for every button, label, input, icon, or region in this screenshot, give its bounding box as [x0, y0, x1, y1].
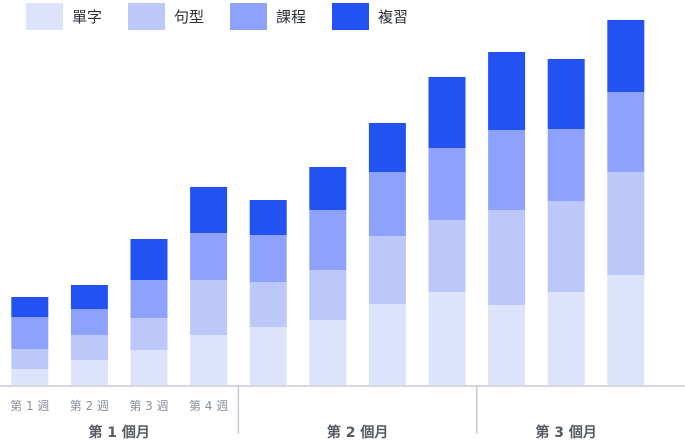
bar-segment — [249, 327, 287, 385]
bar-segment — [368, 123, 406, 172]
legend-swatch-lessons — [230, 2, 268, 30]
legend-label-sentence-patterns: 句型 — [174, 7, 205, 26]
legend-label-lessons: 課程 — [276, 7, 307, 26]
bar-segment — [368, 236, 406, 304]
bar-segment — [190, 335, 228, 385]
bar-segment — [70, 335, 108, 360]
bar-segment — [249, 235, 287, 282]
bar-segment — [368, 304, 406, 385]
bar-segment — [607, 20, 645, 92]
bar-segment — [547, 59, 585, 129]
bar-segment — [428, 148, 466, 220]
bar-segment — [249, 282, 287, 327]
legend-item-vocabulary[interactable]: 單字 — [26, 2, 103, 30]
bar-segment — [130, 350, 168, 385]
group-label: 第 2 個月 — [327, 424, 389, 441]
bar-segment — [190, 233, 228, 280]
bar-segment — [11, 369, 49, 385]
x-tick-label: 第 3 週 — [129, 399, 168, 413]
bar-segment — [547, 201, 585, 292]
group-label: 第 3 個月 — [535, 424, 597, 441]
bar-segment — [428, 220, 466, 292]
bar-segment — [130, 318, 168, 350]
bar-segment — [11, 297, 49, 317]
bar-segment — [547, 129, 585, 201]
bar-segment — [309, 210, 347, 270]
legend-swatch-vocabulary — [26, 2, 63, 30]
bar-segment — [428, 292, 466, 385]
bar-segment — [547, 292, 585, 385]
bar-segment — [70, 360, 108, 385]
bar-segment — [70, 309, 108, 335]
bar-segment — [309, 320, 347, 385]
x-tick-label: 第 2 週 — [70, 399, 109, 413]
bar-segment — [309, 167, 347, 210]
x-tick-label: 第 4 週 — [189, 399, 228, 413]
bar-segment — [607, 172, 645, 275]
bar-segment — [488, 52, 526, 130]
legend-item-lessons[interactable]: 課程 — [230, 2, 307, 30]
bar-segment — [11, 349, 49, 369]
legend-item-review[interactable]: 複習 — [332, 2, 409, 30]
bar-segment — [607, 92, 645, 172]
bar-segment — [488, 210, 526, 305]
bar-segment — [70, 285, 108, 309]
bar-segment — [130, 280, 168, 318]
bar-segment — [428, 77, 466, 148]
legend-swatch-sentence-patterns — [128, 2, 166, 30]
bar-segment — [190, 187, 228, 233]
bar-segment — [488, 130, 526, 210]
group-label: 第 1 個月 — [88, 424, 150, 441]
legend-label-vocabulary: 單字 — [72, 7, 103, 26]
bar-segment — [607, 275, 645, 385]
bar-segment — [249, 200, 287, 235]
legend: 單字 句型 課程 複習 — [26, 2, 434, 30]
bar-segment — [11, 317, 49, 349]
legend-swatch-review — [332, 2, 370, 30]
bar-segment — [130, 239, 168, 280]
bar-segment — [309, 270, 347, 320]
bar-segment — [488, 305, 526, 385]
bar-segment — [368, 172, 406, 236]
bar-segment — [190, 280, 228, 335]
legend-item-sentence-patterns[interactable]: 句型 — [128, 2, 205, 30]
legend-label-review: 複習 — [378, 7, 409, 26]
x-tick-label: 第 1 週 — [10, 399, 49, 413]
